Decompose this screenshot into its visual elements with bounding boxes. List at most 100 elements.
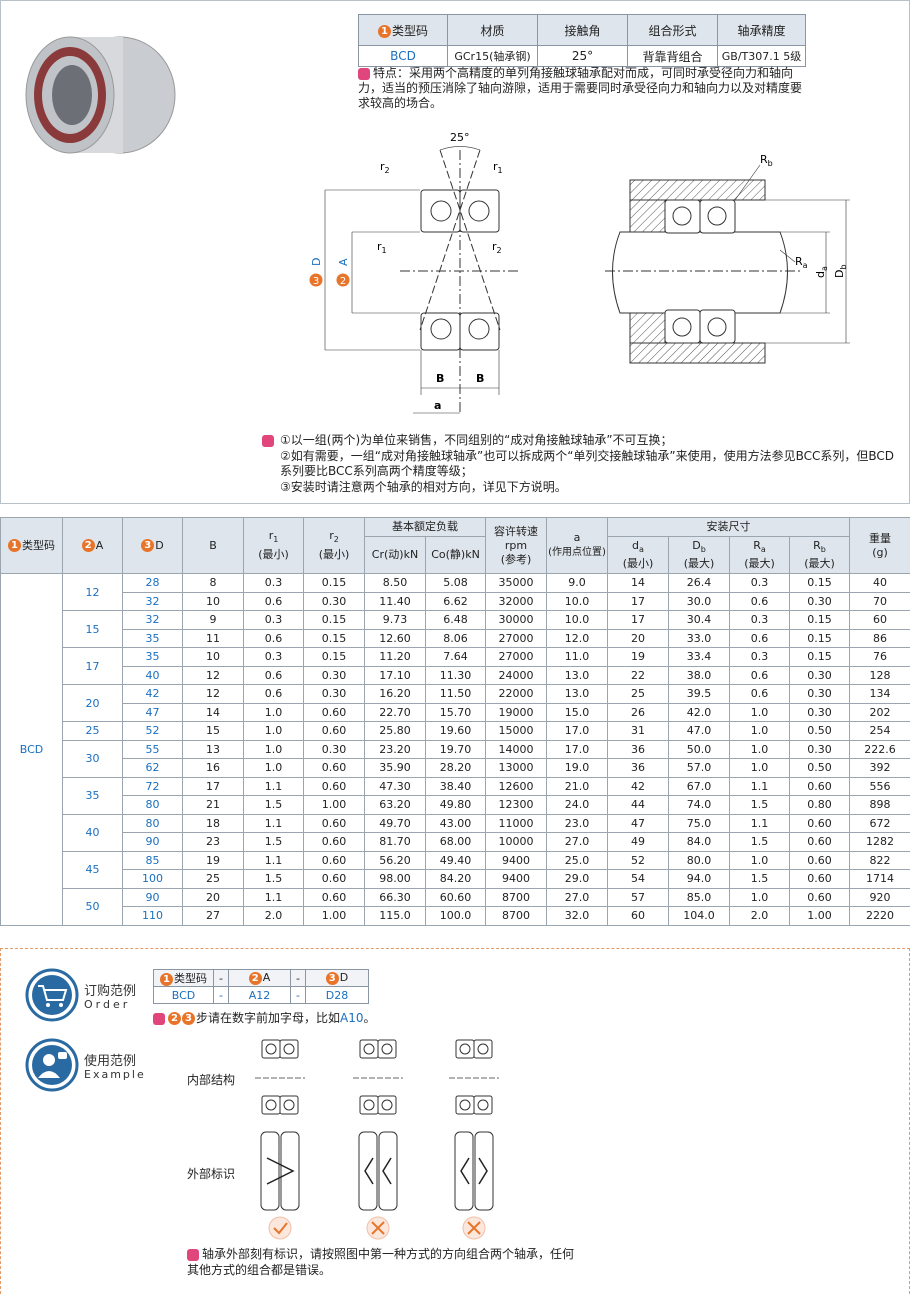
shape <box>363 1099 375 1111</box>
cell: 0.30 <box>789 702 850 722</box>
cell: 57.0 <box>668 758 730 778</box>
cell: 57 <box>607 887 669 907</box>
cell: 0.6 <box>243 591 304 611</box>
header-cell: Co(静)kN <box>425 536 486 574</box>
cell: 76 <box>849 647 910 667</box>
sym: r <box>268 529 274 543</box>
header-text: D <box>155 538 164 552</box>
row: BCD 12 28 8 0.3 0.15 8.50 5.08 35000 9.0 14 26.4 0.3… <box>0 573 910 926</box>
cell: 22.70 <box>364 702 426 722</box>
cell: 10.0 <box>546 591 608 611</box>
cell: 1.0 <box>729 850 790 870</box>
cell: 202 <box>849 702 910 722</box>
cell: 35.90 <box>364 758 426 778</box>
A-cell: 30 <box>62 739 123 778</box>
cell: 17 <box>182 776 244 796</box>
direction-mark <box>266 1157 295 1185</box>
feature: 特点：采用两个高精度的单列角接触球轴承配对而成，可同时承受径向力和轴向力，适当的… <box>358 66 806 111</box>
cell: 42.0 <box>668 702 730 722</box>
cell: 1.00 <box>789 906 850 926</box>
cell: 24000 <box>485 665 547 685</box>
icon <box>262 435 274 447</box>
cell: 55 <box>122 739 183 759</box>
cell: 42 <box>122 684 183 704</box>
badge: 2 <box>168 1012 181 1025</box>
cell: 0.80 <box>789 795 850 815</box>
cell: 0.30 <box>789 591 850 611</box>
cell: 1.1 <box>243 887 304 907</box>
cell: 1.0 <box>243 702 304 722</box>
shape <box>261 1095 281 1115</box>
cell: - <box>290 986 306 1004</box>
sym: R <box>760 153 768 166</box>
cell: 0.6 <box>243 665 304 685</box>
note: ①以一组(两个)为单位来销售，不同组别的“成对角接触球轴承”不可互换； <box>280 433 673 447</box>
cell: 8.50 <box>364 573 426 593</box>
note: (最小) <box>622 557 654 571</box>
cell: 0.30 <box>303 739 365 759</box>
cell: 36 <box>607 758 669 778</box>
cell: 19.70 <box>425 739 486 759</box>
outer-ring <box>474 1131 494 1211</box>
table-body: BCD 12 28 8 0.3 0.15 8.50 5.08 35000 9.0 14 26.4 0.3… <box>0 573 910 926</box>
shape <box>477 1099 489 1111</box>
angle-label: 25° <box>450 131 470 144</box>
cell: 50.0 <box>668 739 730 759</box>
header-cell: B <box>182 517 244 574</box>
verdict <box>268 1216 292 1240</box>
spec-table: 1 类型码 材质 接触角 组合形式 轴承精度 BCD GCr15(轴承钢) 25°… <box>358 14 806 67</box>
r1-label: r1 <box>377 240 387 255</box>
cell: 14 <box>607 573 669 593</box>
badge: 3 <box>325 971 339 985</box>
cell: 0.60 <box>303 850 365 870</box>
sym: r <box>380 160 385 173</box>
cell: 19.0 <box>546 758 608 778</box>
cell: 14000 <box>485 739 547 759</box>
sub: 2 <box>497 246 502 255</box>
cell: 49.70 <box>364 813 426 833</box>
cell: 0.30 <box>789 684 850 704</box>
cell: 60.60 <box>425 887 486 907</box>
badge: 1 <box>8 539 21 552</box>
cell: 80.0 <box>668 850 730 870</box>
cell: 18 <box>182 813 244 833</box>
cell: 1.1 <box>243 776 304 796</box>
cell: 15 <box>182 721 244 741</box>
cell: 2.0 <box>729 906 790 926</box>
mounting-diagram <box>605 164 850 364</box>
cell: 14 <box>182 702 244 722</box>
A-label: A <box>337 258 350 266</box>
cell: 29.0 <box>546 869 608 889</box>
text: a <box>573 531 581 544</box>
note: (最小) <box>258 547 289 561</box>
header-text: A <box>95 538 104 552</box>
cell: 9.0 <box>546 573 608 593</box>
cell: 8700 <box>485 887 547 907</box>
cell: 30000 <box>485 610 547 630</box>
cell: 25.0 <box>546 850 608 870</box>
drawings: 25° r2 r1 r1 r2 3 D 2 A B B a Rb Ra da D… <box>25 36 850 415</box>
cell: 1.0 <box>243 739 304 759</box>
row: 32 10 0.6 0.30 11.40 6.62 32000 10.0 17 30.0 0.6 0.… <box>1 591 910 611</box>
sub: 1 <box>382 246 387 255</box>
header-cell: da (最小) <box>607 536 669 574</box>
cell: 1.1 <box>243 850 304 870</box>
cell: 26 <box>607 702 669 722</box>
sub: b <box>700 545 706 555</box>
row: 90 23 1.5 0.60 81.70 68.00 10000 27.0 49 84.0 1.5 0… <box>1 832 910 852</box>
A-cell: 40 <box>62 813 123 852</box>
cell: 23.0 <box>546 813 608 833</box>
example-note: 轴承外部刻有标识，请按照图中第一种方式的方向组合两个轴承，任何其他方式的组合都是… <box>187 1246 577 1278</box>
order-icon <box>25 968 79 1022</box>
cell: D28 <box>305 986 369 1004</box>
cell: 0.60 <box>303 702 365 722</box>
cell: 20 <box>607 628 669 648</box>
cell: 84.0 <box>668 832 730 852</box>
badge <box>336 273 350 287</box>
cell: 10.0 <box>546 610 608 630</box>
cell: - <box>213 986 229 1004</box>
cell: 1714 <box>849 869 910 889</box>
